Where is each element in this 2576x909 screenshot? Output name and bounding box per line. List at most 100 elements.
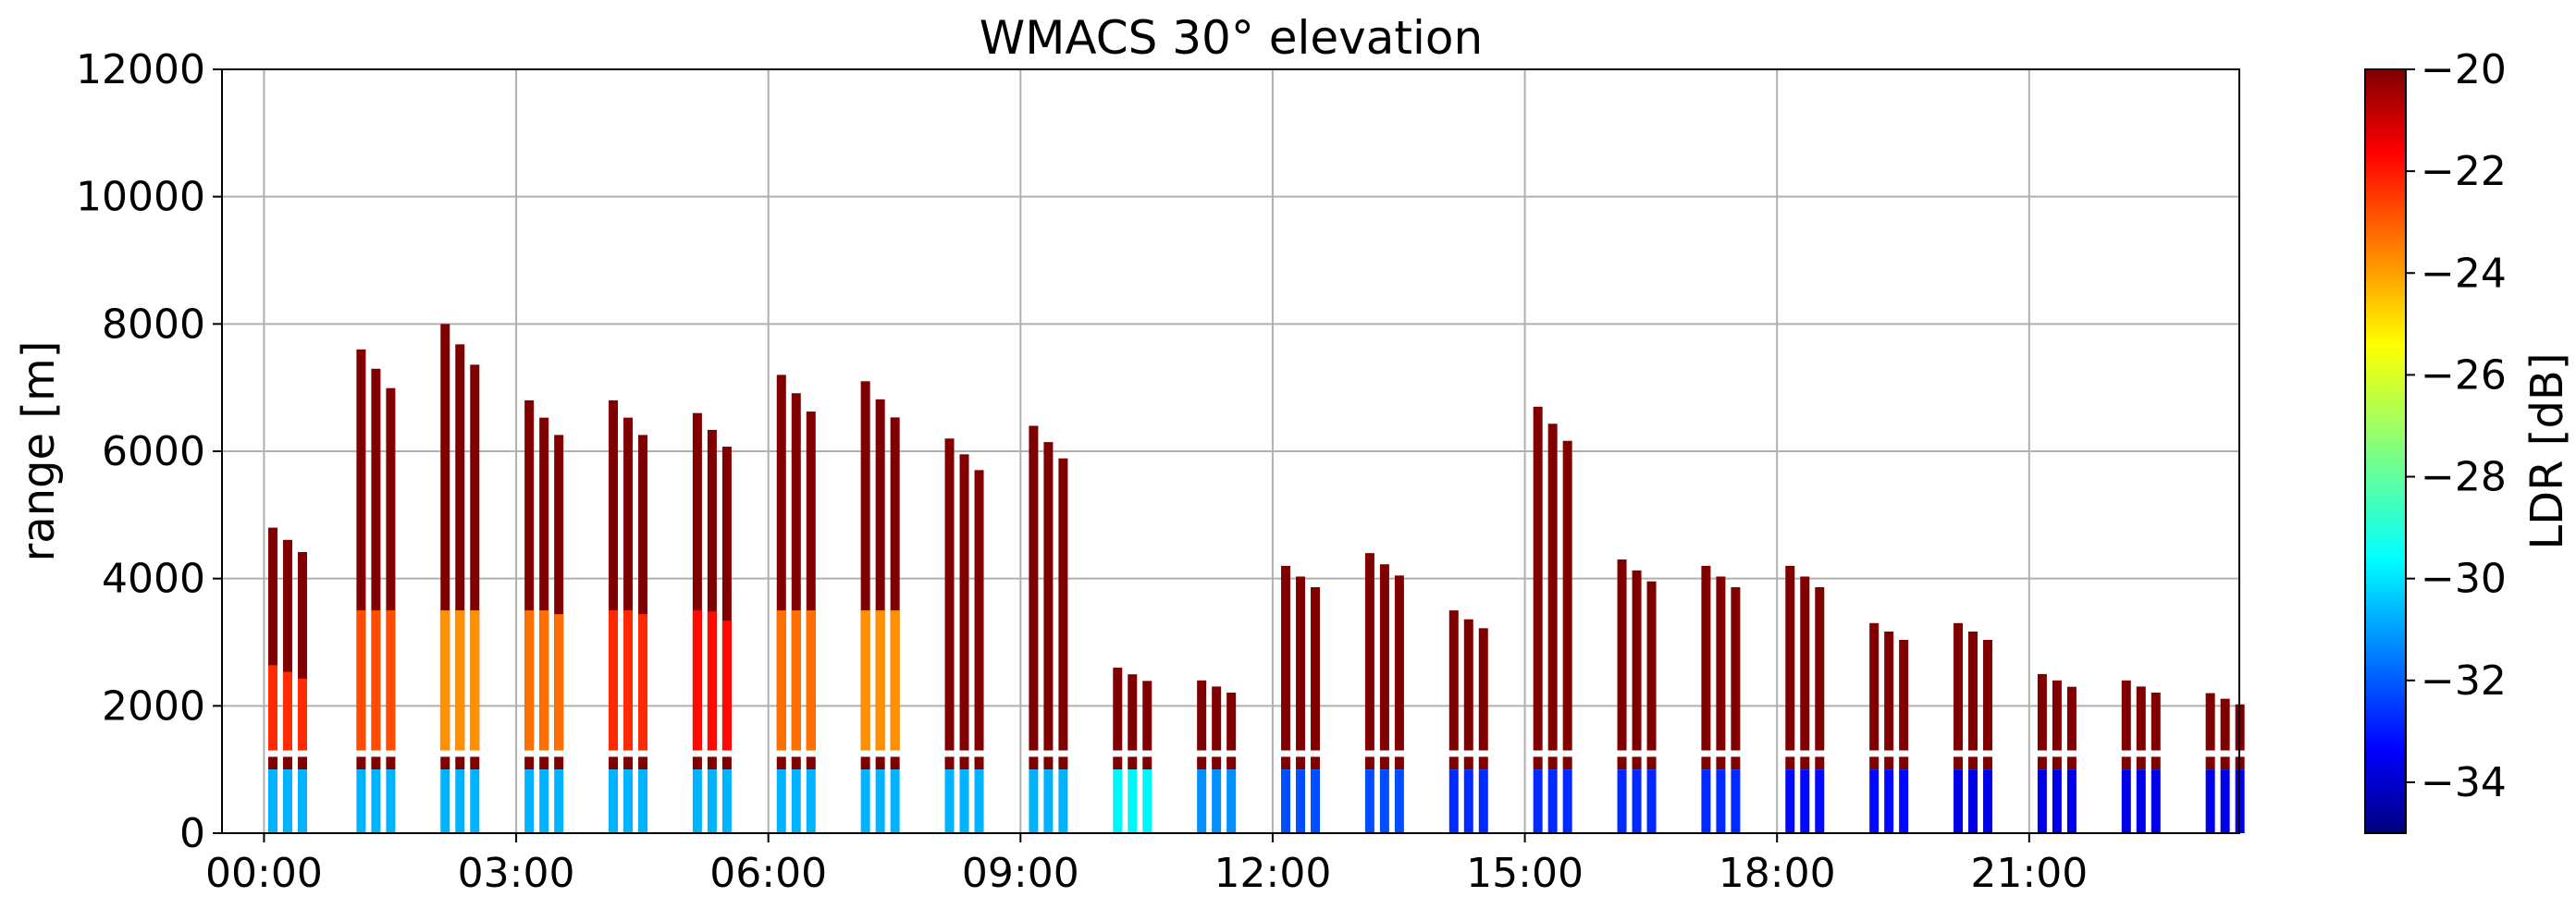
scan-band-column (524, 756, 535, 770)
scan-lower-column (1058, 769, 1068, 833)
scan-upper-column (638, 435, 648, 751)
scan-band-column (1281, 756, 1291, 770)
scan-band-column (2066, 756, 2077, 770)
scan-band-column (1617, 756, 1627, 770)
scan-band-column (1226, 756, 1237, 770)
scan-group (1869, 622, 1909, 833)
y-tick-label: 6000 (102, 428, 205, 475)
scan-upper-column (1478, 628, 1488, 751)
scan-band-column (638, 756, 648, 770)
scan-upper-column (1646, 581, 1657, 751)
colorbar-tick-label: −34 (2421, 759, 2507, 806)
scan-upper-column (1197, 680, 1207, 751)
scan-mid-column (806, 610, 816, 751)
scan-upper-column (1632, 570, 1642, 751)
y-axis-label: range [m] (13, 340, 65, 561)
scan-lower-column (623, 769, 634, 833)
scan-band-column (1463, 756, 1473, 770)
scan-upper-column (1533, 406, 1543, 751)
scan-group (860, 381, 900, 833)
scan-lower-column (470, 769, 480, 833)
scan-band-column (974, 756, 984, 770)
scan-lower-column (282, 769, 292, 833)
scan-band-column (806, 756, 816, 770)
scan-upper-column (1463, 619, 1473, 751)
scan-band-column (455, 756, 465, 770)
scan-band-column (2205, 756, 2215, 770)
y-tick-label: 0 (179, 810, 205, 857)
scan-band-column (1533, 756, 1543, 770)
colorbar-ticks: −20 −22 −24 −26 −28 −30 −32 −34 (2406, 46, 2507, 806)
scan-upper-column (1058, 458, 1068, 751)
scan-lower-column (1311, 769, 1321, 833)
scan-lower-column (1646, 769, 1657, 833)
scan-lower-column (944, 769, 955, 833)
scan-lower-column (539, 769, 549, 833)
scan-group (1113, 668, 1152, 833)
scan-band-column (1212, 756, 1222, 770)
scan-band-column (1632, 756, 1642, 770)
scan-upper-column (692, 412, 702, 751)
scan-upper-column (1785, 565, 1795, 751)
x-tick-label: 03:00 (458, 850, 575, 897)
scan-mid-column (297, 678, 307, 751)
colorbar-label: LDR [dB] (2521, 352, 2573, 549)
scan-upper-column (2121, 680, 2131, 751)
scan-upper-column (791, 393, 801, 751)
scan-band-column (1058, 756, 1068, 770)
scan-band-column (1394, 756, 1404, 770)
scan-band-column (1142, 756, 1152, 770)
x-tick-label: 09:00 (962, 850, 1079, 897)
scan-band-column (1043, 756, 1054, 770)
scan-upper-column (1311, 587, 1321, 751)
scan-lower-column (1043, 769, 1054, 833)
scan-lower-column (974, 769, 984, 833)
scan-upper-column (2205, 693, 2215, 751)
scan-band-column (470, 756, 480, 770)
scan-band-column (1869, 756, 1880, 770)
scan-lower-column (890, 769, 900, 833)
scan-upper-column (707, 429, 717, 751)
scan-mid-column (539, 610, 549, 751)
scan-band-column (959, 756, 969, 770)
scan-upper-column (1983, 640, 1993, 751)
scan-lower-column (2121, 769, 2131, 833)
scan-band-column (1646, 756, 1657, 770)
scan-upper-column (386, 387, 396, 751)
x-tick-label: 06:00 (709, 850, 827, 897)
scan-upper-column (524, 399, 535, 751)
scan-lower-column (1983, 769, 1993, 833)
scan-lower-column (1128, 769, 1138, 833)
scan-lower-column (1281, 769, 1291, 833)
y-tick-label: 10000 (76, 174, 205, 221)
scan-group (944, 438, 984, 833)
scan-band-column (1029, 756, 1039, 770)
scan-lower-column (1113, 769, 1123, 833)
scan-upper-column (944, 438, 955, 751)
x-tick-label: 15:00 (1466, 850, 1584, 897)
scan-lower-column (2136, 769, 2146, 833)
scan-group (440, 324, 480, 833)
scan-upper-column (1869, 622, 1880, 751)
scan-lower-column (386, 769, 396, 833)
scan-lower-column (1815, 769, 1825, 833)
scan-upper-column (2052, 680, 2062, 751)
scan-upper-column (623, 417, 634, 751)
scan-lower-column (1212, 769, 1222, 833)
scan-band-column (692, 756, 702, 770)
colorbar-tick-label: −26 (2421, 351, 2507, 399)
scan-band-column (440, 756, 450, 770)
scan-band-column (539, 756, 549, 770)
scan-upper-column (1379, 564, 1389, 751)
scan-group (609, 399, 648, 833)
scan-upper-column (2151, 693, 2161, 751)
scan-lower-column (1394, 769, 1404, 833)
scan-band-column (2037, 756, 2047, 770)
scan-lower-column (959, 769, 969, 833)
x-axis-ticks: 00:00 03:00 06:00 09:00 12:00 15:00 18:00 21:00 (205, 833, 2088, 897)
scan-band-column (1562, 756, 1572, 770)
scan-upper-column (959, 454, 969, 751)
scan-band-column (860, 756, 870, 770)
scan-lower-column (1029, 769, 1039, 833)
